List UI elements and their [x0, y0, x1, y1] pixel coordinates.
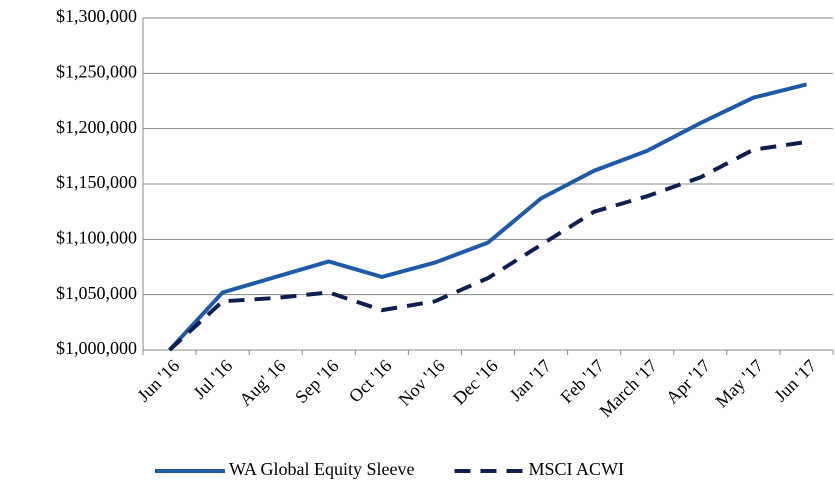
x-tick-label: Jul '16 — [189, 356, 236, 403]
series-line — [168, 139, 807, 352]
x-tick-label: Dec '16 — [449, 356, 502, 409]
x-tick-label: Sep '16 — [291, 356, 342, 407]
x-tick-label: Feb '17 — [556, 356, 607, 407]
x-tick-label: Oct '16 — [345, 356, 396, 407]
y-tick-label: $1,250,000 — [56, 61, 137, 81]
x-tick-label: Jun '17 — [770, 356, 820, 406]
x-tick-label: Jan '17 — [506, 356, 555, 405]
y-tick-label: $1,100,000 — [56, 227, 137, 247]
x-tick-label: May '17 — [711, 356, 767, 412]
x-tick-label: Jun '16 — [133, 356, 183, 406]
legend-label: WA Global Equity Sleeve — [229, 459, 414, 479]
y-tick-label: $1,050,000 — [56, 283, 137, 303]
y-tick-label: $1,150,000 — [56, 172, 137, 192]
legend-label: MSCI ACWI — [528, 459, 624, 479]
y-tick-label: $1,300,000 — [56, 6, 137, 26]
x-tick-label: Nov '16 — [394, 356, 448, 410]
x-tick-label: March '17 — [595, 356, 661, 422]
x-tick-label: Aug' 16 — [235, 356, 289, 410]
series-line — [168, 82, 807, 352]
x-tick-label: Apr '17 — [662, 356, 714, 408]
y-tick-label: $1,000,000 — [56, 338, 137, 358]
y-tick-label: $1,200,000 — [56, 117, 137, 137]
